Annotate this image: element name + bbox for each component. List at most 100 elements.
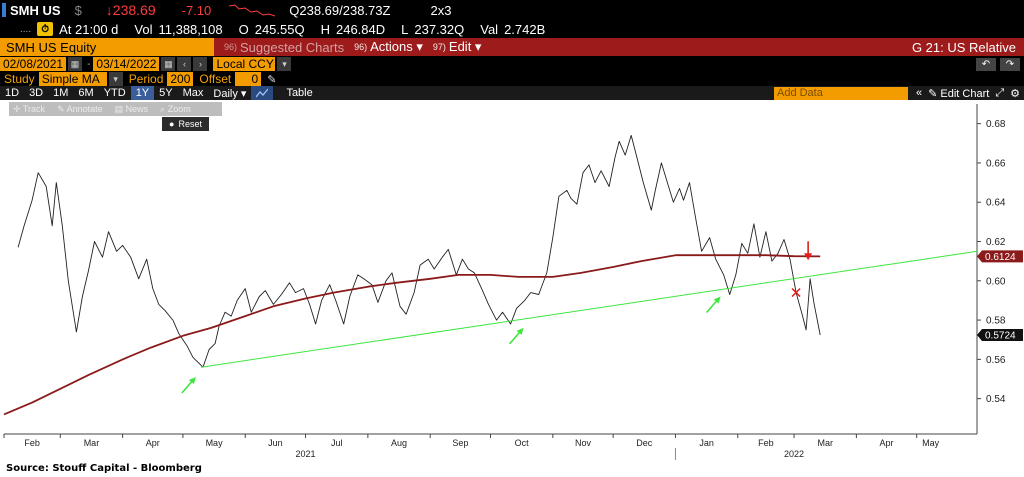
news-tool[interactable]: ▤ News	[114, 103, 149, 114]
news-label: News	[125, 103, 149, 114]
x-month-label: Oct	[515, 438, 530, 448]
undo-icon[interactable]: ↶	[976, 57, 996, 71]
range-dash: -	[87, 58, 91, 70]
settings-gear-icon[interactable]: ⚙	[1010, 87, 1020, 100]
quote-bar: SMH US $ ↓238.69 -7.10 Q238.69/238.73Z 2…	[0, 0, 1024, 20]
ticker-symbol[interactable]: SMH US	[10, 2, 61, 18]
y-tick-label: 0.66	[986, 158, 1006, 169]
value-amount: 2.742B	[504, 21, 546, 37]
y-tick-label: 0.62	[986, 237, 1006, 248]
edit-chart-pencil-icon: ✎	[928, 87, 938, 100]
volume-value: 11,388,108	[158, 21, 223, 37]
table-button[interactable]: Table	[286, 87, 313, 99]
calendar-start-icon[interactable]: ▦	[68, 57, 83, 71]
edit-label: Edit ▾	[448, 39, 482, 54]
period-5y[interactable]: 5Y	[159, 87, 173, 99]
x-month-label: Feb	[24, 438, 40, 448]
collapse-icon[interactable]: «	[915, 87, 923, 99]
period-ytd[interactable]: YTD	[103, 87, 126, 99]
period-label: Period	[128, 72, 164, 86]
x-month-label: Jul	[331, 438, 343, 448]
ma-value-tag-label: 0.6124	[985, 252, 1016, 263]
value-label: Val	[480, 21, 499, 37]
x-month-label: Aug	[391, 438, 407, 448]
currency-select[interactable]: Local CCY	[213, 57, 276, 71]
bid-ask: Q238.69/238.73Z	[289, 2, 391, 18]
security-input[interactable]: SMH US Equity	[0, 38, 214, 56]
study-label: Study	[4, 72, 35, 86]
high-value: 246.84D	[335, 21, 386, 37]
zoom-label: Zoom	[167, 103, 191, 114]
expand-icon[interactable]: ⤢	[995, 86, 1005, 99]
x-month-label: Sep	[452, 438, 468, 448]
frequency-select[interactable]: Daily ▾	[213, 87, 247, 100]
y-tick-label: 0.68	[986, 119, 1006, 130]
period-input[interactable]: 200	[167, 72, 194, 86]
end-date-input[interactable]: 03/14/2022	[93, 57, 160, 71]
relative-chart[interactable]: 0.54 0.56 0.58 0.60 0.62 0.64 0.66 0.68 Feb Mar Ap…	[0, 100, 1024, 464]
bid-ask-size: 2x3	[430, 2, 452, 18]
period-1d[interactable]: 1D	[5, 87, 20, 99]
reset-icon: ●	[169, 119, 175, 129]
offset-input[interactable]: 0	[235, 72, 262, 86]
x-year-label: 2022	[784, 449, 804, 459]
chart-panel[interactable]: 0.54 0.56 0.58 0.60 0.62 0.64 0.66 0.68 Feb Mar Ap…	[0, 100, 1024, 464]
edit-menu[interactable]: 97) Edit ▾	[433, 39, 482, 55]
prev-range-icon[interactable]: ‹	[177, 57, 192, 71]
redo-icon[interactable]: ↷	[1000, 57, 1020, 71]
axis-labels: 0.54 0.56 0.58 0.60 0.62 0.64 0.66 0.68 Feb Mar Ap…	[24, 119, 1023, 459]
green-up-arrowhead	[188, 377, 196, 384]
period-1m[interactable]: 1M	[53, 87, 69, 99]
currency-dropdown-icon[interactable]: ▾	[277, 57, 292, 71]
reset-button[interactable]: ● Reset	[162, 117, 209, 131]
line-chart-icon[interactable]	[251, 86, 274, 100]
low-value: 237.32Q	[414, 21, 465, 37]
red-x-mark	[791, 288, 801, 298]
suggested-charts-number: 96)	[224, 42, 238, 52]
open-value: 245.55Q	[254, 21, 305, 37]
period-6m[interactable]: 6M	[78, 87, 94, 99]
clock-icon: ⏱	[37, 22, 54, 36]
low-label: L	[401, 21, 409, 37]
toolbar-right: « ✎ Edit Chart ⤢ ⚙	[916, 87, 1020, 100]
period-1y[interactable]: 1Y	[130, 86, 155, 100]
actions-menu[interactable]: 96) Actions ▾	[354, 39, 423, 55]
y-tick-label: 0.64	[986, 198, 1006, 209]
zoom-tool[interactable]: ⌕ Zoom	[160, 103, 191, 114]
edit-chart-button[interactable]: ✎ Edit Chart	[928, 87, 989, 100]
x-month-label: Mar	[84, 438, 100, 448]
date-range-bar: 02/08/2021 ▦ - 03/14/2022 ▦ ‹ › Local CC…	[0, 56, 1024, 72]
plot-area	[4, 104, 977, 434]
period-max[interactable]: Max	[182, 87, 204, 99]
open-label: O	[238, 21, 249, 37]
currency-symbol: $	[74, 2, 82, 18]
x-month-label: Jun	[268, 438, 283, 448]
actions-label: Actions ▾	[370, 39, 423, 54]
edit-chart-label: Edit Chart	[940, 87, 990, 100]
quote-details: .... ⏱ At 21:00 d Vol 11,388,108 O 245.5…	[0, 20, 1024, 38]
y-tick-label: 0.54	[986, 394, 1006, 405]
study-select[interactable]: Simple MA	[38, 72, 107, 86]
last-price: ↓238.69	[105, 2, 156, 18]
suggested-charts-button[interactable]: 96) Suggested Charts	[224, 40, 344, 55]
y-tick-label: 0.56	[986, 355, 1006, 366]
next-range-icon[interactable]: ›	[193, 57, 208, 71]
x-month-label: Feb	[758, 438, 774, 448]
period-3d[interactable]: 3D	[29, 87, 44, 99]
actions-number: 96)	[354, 42, 368, 52]
add-data-input[interactable]: Add Data	[773, 86, 908, 100]
pencil-icon[interactable]: ✎	[267, 73, 277, 86]
annotations	[181, 241, 813, 394]
high-label: H	[320, 21, 330, 37]
study-dropdown-icon[interactable]: ▾	[108, 72, 123, 86]
menu-bar: SMH US Equity 96) Suggested Charts 96) A…	[0, 38, 1024, 56]
track-tool[interactable]: ✛ Track	[13, 103, 46, 114]
footer	[0, 464, 1024, 477]
annotate-tool[interactable]: ✎ Annotate	[57, 103, 103, 114]
green-up-arrowhead	[516, 327, 524, 335]
start-date-input[interactable]: 02/08/2021	[0, 57, 67, 71]
chart-toolbar: 1D 3D 1M 6M YTD 1Y 5Y Max Daily ▾ Table …	[0, 86, 1024, 100]
last-price-tag	[977, 329, 1023, 341]
intraday-sparkline-icon	[229, 4, 276, 17]
calendar-end-icon[interactable]: ▦	[161, 57, 176, 71]
